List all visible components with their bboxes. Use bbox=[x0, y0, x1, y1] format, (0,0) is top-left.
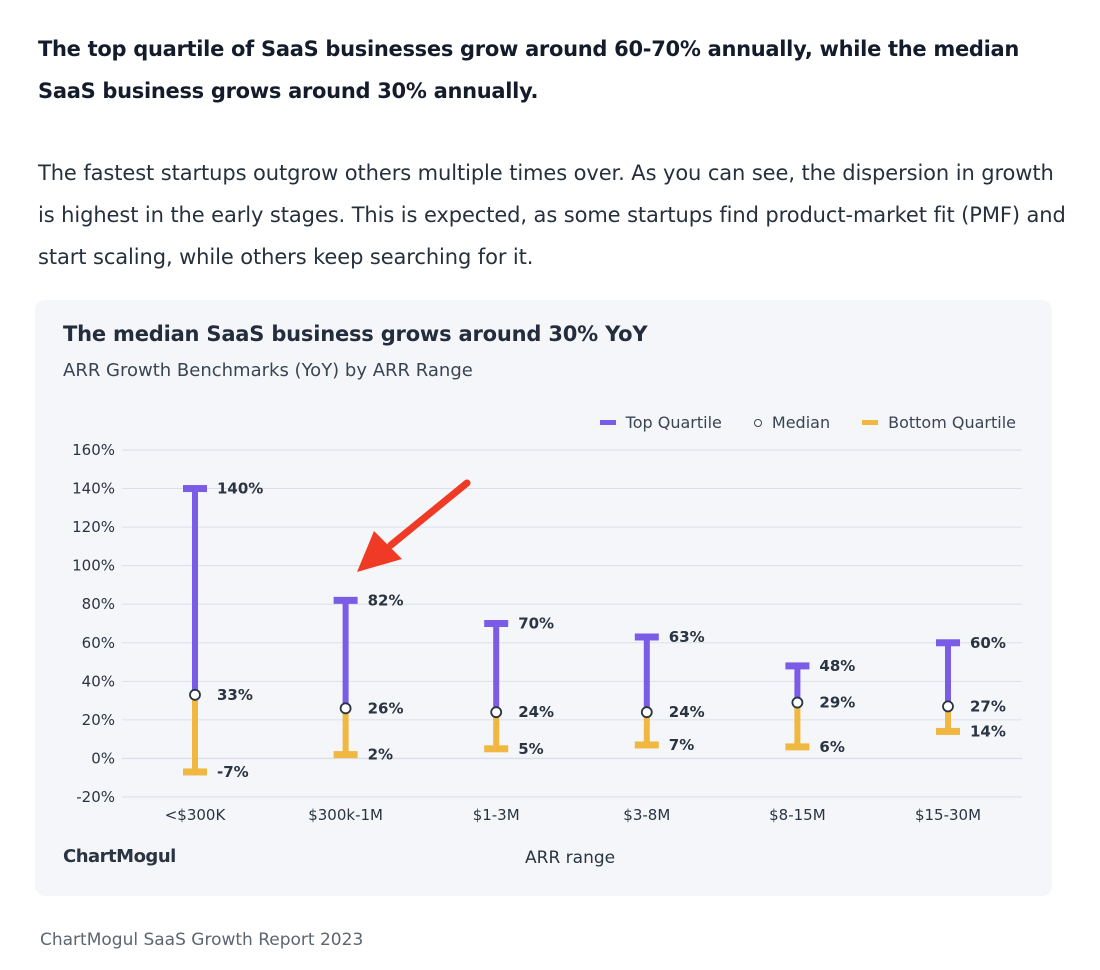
top-quartile-cap bbox=[333, 596, 358, 604]
y-tick-label: -20% bbox=[76, 788, 115, 806]
x-axis-title: ARR range bbox=[525, 848, 616, 868]
median-point bbox=[490, 706, 503, 719]
top-quartile-cap bbox=[785, 662, 810, 670]
median-label: 26% bbox=[368, 699, 404, 717]
top-quartile-bar bbox=[794, 665, 801, 703]
bottom-quartile-label: -7% bbox=[217, 763, 249, 781]
bottom-quartile-label: 14% bbox=[970, 722, 1006, 740]
median-label: 33% bbox=[217, 686, 253, 704]
top-quartile-label: 70% bbox=[518, 615, 554, 633]
top-quartile-bar bbox=[342, 600, 349, 709]
bottom-quartile-bar bbox=[643, 712, 650, 745]
x-category-label: $8-15M bbox=[769, 806, 826, 824]
y-tick-label: 40% bbox=[82, 672, 115, 690]
legend-top-quartile: Top Quartile bbox=[599, 413, 722, 432]
median-label: 24% bbox=[669, 703, 705, 721]
top-quartile-label: 63% bbox=[669, 628, 705, 646]
legend-bottom-quartile-swatch bbox=[862, 420, 879, 425]
median-label: 27% bbox=[970, 697, 1006, 715]
top-quartile-cap bbox=[484, 620, 509, 627]
chart-legend: Top Quartile Median Bottom Quartile bbox=[599, 413, 1016, 432]
legend-bottom-quartile-label: Bottom Quartile bbox=[888, 413, 1016, 432]
article-bold-paragraph: The top quartile of SaaS businesses grow… bbox=[38, 37, 1020, 103]
bottom-quartile-cap bbox=[183, 768, 207, 776]
x-category-label: $15-30M bbox=[915, 806, 981, 824]
bottom-quartile-bar bbox=[493, 712, 500, 749]
top-quartile-label: 60% bbox=[970, 634, 1006, 652]
median-point bbox=[189, 688, 201, 701]
report-caption: ChartMogul SaaS Growth Report 2023 bbox=[40, 930, 364, 950]
y-tick-label: 120% bbox=[72, 518, 115, 536]
bottom-quartile-label: 5% bbox=[518, 740, 543, 758]
bottom-quartile-bar bbox=[192, 694, 198, 772]
chart-subtitle: ARR Growth Benchmarks (YoY) by ARR Range bbox=[63, 360, 473, 381]
bottom-quartile-cap bbox=[785, 743, 810, 751]
bottom-quartile-cap bbox=[333, 751, 358, 759]
bottom-quartile-bar bbox=[794, 702, 801, 747]
top-quartile-bar bbox=[643, 636, 650, 713]
y-tick-label: 160% bbox=[72, 441, 115, 459]
bottom-quartile-bar bbox=[945, 706, 951, 732]
legend-top-quartile-label: Top Quartile bbox=[625, 413, 722, 432]
top-quartile-bar bbox=[945, 642, 951, 707]
y-tick-label: 80% bbox=[82, 595, 115, 613]
bottom-quartile-label: 2% bbox=[368, 746, 393, 764]
median-label: 24% bbox=[518, 703, 554, 721]
y-tick-label: 100% bbox=[72, 557, 115, 575]
annotation-arrow-shaft bbox=[387, 479, 471, 549]
y-tick-label: 140% bbox=[72, 480, 115, 498]
top-quartile-bar bbox=[192, 488, 198, 695]
x-category-label: $3-8M bbox=[623, 806, 670, 824]
article-body-paragraph: The fastest startups outgrow others mult… bbox=[38, 161, 1066, 269]
median-point bbox=[640, 706, 653, 719]
bottom-quartile-cap bbox=[936, 727, 960, 735]
top-quartile-label: 82% bbox=[368, 591, 404, 609]
legend-median-label: Median bbox=[771, 413, 831, 432]
chart-card: The median SaaS business grows around 30… bbox=[35, 300, 1052, 896]
top-quartile-cap bbox=[183, 485, 207, 493]
bottom-quartile-label: 7% bbox=[669, 736, 694, 754]
y-tick-label: 0% bbox=[91, 749, 115, 767]
x-category-label: $300k-1M bbox=[308, 806, 383, 824]
median-point bbox=[791, 696, 804, 709]
median-point bbox=[942, 700, 954, 713]
top-quartile-label: 48% bbox=[819, 657, 855, 675]
legend-median: Median bbox=[753, 413, 831, 432]
top-quartile-cap bbox=[936, 639, 960, 647]
chart-plot: -20% 0% 20% 40% 60% 80% 100% 120% 140% 160% 140% 33… bbox=[72, 441, 1022, 824]
top-quartile-label: 140% bbox=[217, 480, 263, 498]
legend-median-swatch bbox=[753, 418, 762, 427]
x-category-label: $1-3M bbox=[473, 806, 520, 824]
median-label: 29% bbox=[819, 694, 855, 712]
chartmogul-logo: ChartMogul bbox=[63, 846, 176, 867]
annotation-arrow-head bbox=[357, 531, 402, 572]
legend-bottom-quartile: Bottom Quartile bbox=[862, 413, 1016, 432]
x-category-label: <$300K bbox=[165, 806, 227, 824]
bottom-quartile-label: 6% bbox=[819, 738, 844, 756]
median-point bbox=[339, 702, 352, 715]
top-quartile-bar bbox=[493, 623, 500, 713]
y-tick-label: 20% bbox=[82, 711, 115, 729]
bottom-quartile-cap bbox=[634, 741, 659, 749]
top-quartile-cap bbox=[634, 633, 659, 641]
y-tick-label: 60% bbox=[82, 634, 115, 652]
legend-top-quartile-swatch bbox=[599, 420, 616, 425]
bottom-quartile-cap bbox=[484, 745, 509, 753]
bottom-quartile-bar bbox=[342, 708, 349, 755]
chart-title: The median SaaS business grows around 30… bbox=[63, 322, 648, 346]
